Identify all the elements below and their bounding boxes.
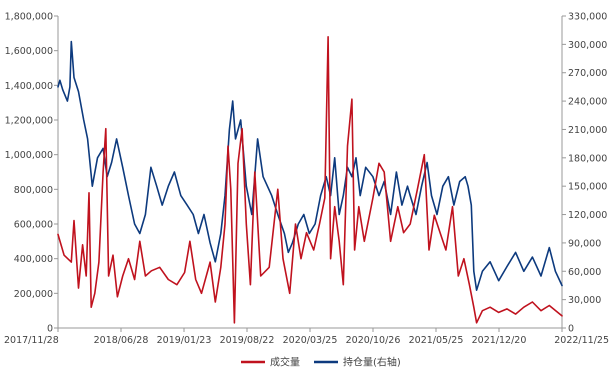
- left-y-tick-label: 1,400,000: [5, 81, 53, 92]
- legend-item-open-interest: 持仓量(右轴): [314, 356, 401, 369]
- left-y-tick-label: 600,000: [14, 220, 53, 231]
- left-y-axis-ticks: 0 200,000 400,000 600,000 800,000 1,000,000 1,…: [5, 12, 58, 335]
- x-tick-label: 2020/10/26: [346, 335, 401, 346]
- legend-label-volume: 成交量: [270, 356, 300, 369]
- x-tick-label: 2019/01/23: [157, 335, 212, 346]
- series-line-open-interest: [57, 40, 563, 292]
- left-y-tick-label: 0: [47, 324, 53, 335]
- left-y-tick-label: 400,000: [14, 254, 53, 265]
- x-tick-label: 2020/03/25: [283, 335, 338, 346]
- x-tick-label: 2018/06/28: [94, 335, 149, 346]
- right-y-tick-label: 120,000: [568, 210, 607, 221]
- left-y-tick-label: 1,800,000: [5, 12, 53, 23]
- right-y-tick-label: 0: [568, 324, 574, 335]
- legend-label-open-interest: 持仓量(右轴): [343, 356, 401, 369]
- x-tick-label: 2019/08/22: [220, 335, 275, 346]
- right-y-tick-label: 150,000: [568, 182, 607, 193]
- x-axis-ticks: 2017/11/28 2018/06/28 2019/01/23 2019/08/22…: [4, 328, 609, 346]
- left-y-tick-label: 200,000: [14, 289, 53, 300]
- x-tick-label: 2021/12/20: [472, 335, 527, 346]
- series-layer: [57, 35, 563, 324]
- right-y-tick-label: 300,000: [568, 40, 607, 51]
- right-y-tick-label: 240,000: [568, 97, 607, 108]
- right-y-tick-label: 180,000: [568, 153, 607, 164]
- right-y-tick-label: 330,000: [568, 12, 607, 23]
- left-y-tick-label: 1,000,000: [5, 150, 53, 161]
- left-y-tick-label: 800,000: [14, 185, 53, 196]
- right-y-tick-label: 60,000: [568, 267, 601, 278]
- right-y-tick-label: 270,000: [568, 68, 607, 79]
- left-y-tick-label: 1,600,000: [5, 46, 53, 57]
- right-y-tick-label: 90,000: [568, 238, 601, 249]
- x-tick-label: 2017/11/28: [4, 335, 59, 346]
- right-y-tick-label: 210,000: [568, 125, 607, 136]
- legend: 成交量 持仓量(右轴): [241, 356, 401, 369]
- x-tick-label: 2022/11/25: [554, 335, 609, 346]
- plot-area: 0 200,000 400,000 600,000 800,000 1,000,000 1,…: [4, 12, 609, 347]
- right-y-tick-label: 30,000: [568, 295, 601, 306]
- legend-item-volume: 成交量: [241, 356, 300, 369]
- series-line-volume: [57, 35, 563, 324]
- x-tick-label: 2021/05/25: [409, 335, 464, 346]
- right-y-axis-ticks: 0 30,000 60,000 90,000 120,000 150,000 180,000…: [562, 12, 607, 335]
- left-y-tick-label: 1,200,000: [5, 116, 53, 127]
